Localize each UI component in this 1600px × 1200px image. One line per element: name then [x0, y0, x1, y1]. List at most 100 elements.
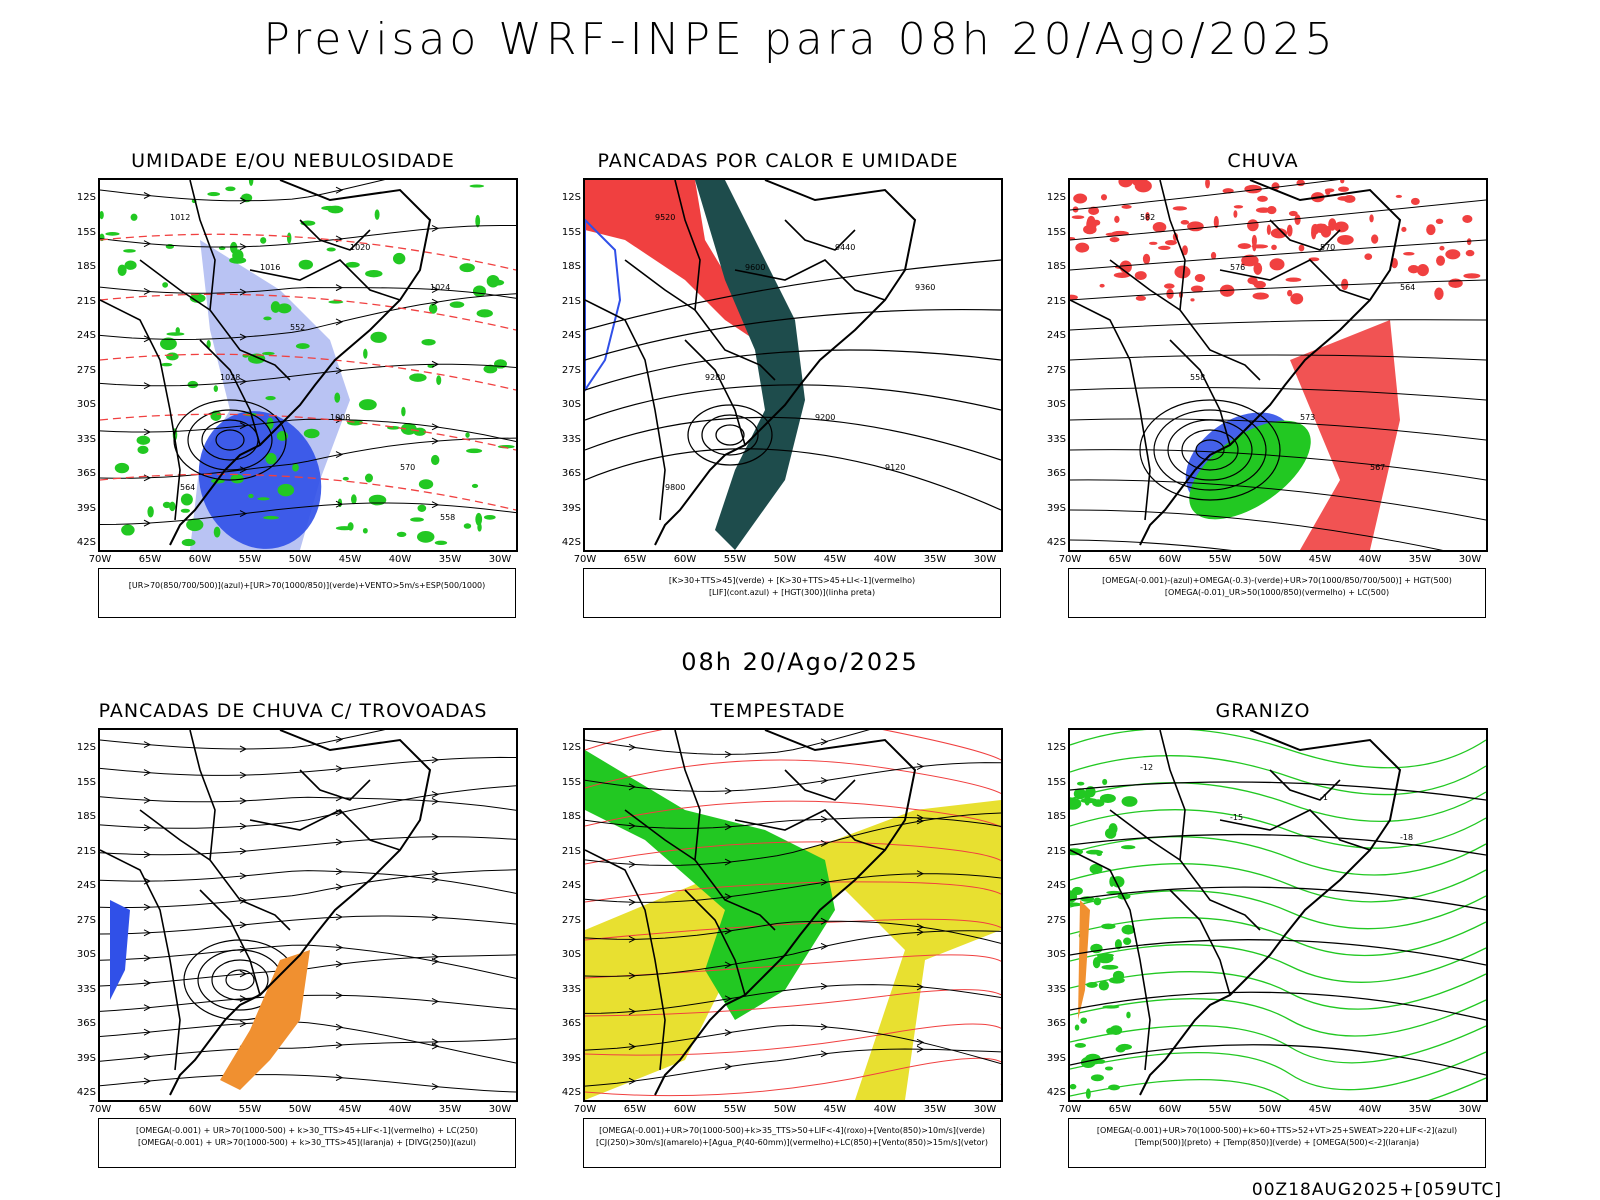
contour-label: 1012 — [170, 213, 190, 222]
lat-tick-label: 27S — [76, 914, 96, 926]
lon-tick-label: 55W — [723, 554, 747, 565]
lat-tick-label: 42S — [561, 1087, 581, 1098]
lat-tick-label: 36S — [561, 468, 581, 479]
lon-tick-label: 70W — [573, 1104, 597, 1115]
lat-tick-label: 12S — [76, 742, 96, 753]
contour-label: 558 — [440, 513, 455, 522]
lat-tick-label: 30S — [76, 949, 96, 960]
lat-tick-label: 33S — [1046, 983, 1066, 995]
contour-label: 558 — [1190, 373, 1205, 382]
lon-tick-label: 65W — [623, 1104, 647, 1115]
lat-tick-label: 12S — [1046, 742, 1066, 753]
lon-tick-label: 55W — [1208, 1104, 1232, 1115]
contour-label: -1 — [1320, 793, 1328, 802]
lat-tick-label: 42S — [1046, 537, 1066, 548]
lat-tick-label: 21S — [1046, 845, 1066, 857]
lat-tick-label: 39S — [76, 1052, 96, 1064]
legend-line: [K>30+TTS>45](verde) + [K>30+TTS>45+LI<-… — [668, 576, 916, 585]
panel-granizo: GRANIZO -12 -15 -1 -18 [OMEGA(-0.001)+UR>70… — [1046, 700, 1488, 1170]
main-title: Previsao WRF-INPE para 08h 20/Ago/2025 — [263, 14, 1337, 65]
lat-tick-label: 15S — [561, 226, 581, 238]
panel-legend: [OMEGA(-0.001)+UR>70(1000-500)+k>35_TTS>… — [583, 1118, 1001, 1168]
lon-tick-label: 65W — [623, 554, 647, 565]
lat-tick-label: 12S — [76, 192, 96, 203]
lon-tick-label: 65W — [1108, 554, 1132, 565]
lon-tick-label: 55W — [1208, 554, 1232, 565]
map-canvas: 1012 1016 1020 1024 1028 1008 570 564 558 552 — [100, 180, 516, 550]
lon-tick-label: 60W — [188, 554, 212, 565]
contour-label: 582 — [1140, 213, 1155, 222]
contour-label: 9520 — [655, 213, 675, 222]
lon-tick-label: 45W — [1308, 1104, 1332, 1115]
contour-label: 552 — [290, 323, 305, 332]
lat-tick-label: 24S — [76, 330, 96, 341]
map-canvas — [100, 730, 516, 1096]
lon-tick-label: 60W — [673, 1104, 697, 1115]
panel-legend: [K>30+TTS>45](verde) + [K>30+TTS>45+LI<-… — [583, 568, 1001, 618]
lat-tick-label: 15S — [561, 776, 581, 788]
contour-label: 570 — [1320, 243, 1335, 252]
map-canvas: -12 -15 -1 -18 — [1070, 730, 1486, 1100]
lon-tick-label: 55W — [238, 554, 262, 565]
lat-tick-label: 18S — [561, 811, 581, 822]
legend-line: [OMEGA(-0.001)-(azul)+OMEGA(-0.3)-(verde… — [1102, 576, 1452, 585]
lon-tick-label: 70W — [1058, 554, 1082, 565]
panel-title: PANCADAS POR CALOR E UMIDADE — [597, 150, 959, 172]
map-canvas: 582 576 570 564 558 573 567 — [1070, 180, 1486, 550]
contour-label: 576 — [1230, 263, 1245, 272]
lon-tick-label: 55W — [238, 1104, 262, 1115]
lon-tick-label: 60W — [1158, 554, 1182, 565]
lon-tick-label: 30W — [973, 554, 997, 565]
run-timestamp: 00Z18AUG2025+[059UTC] — [1251, 1180, 1502, 1200]
panel-pancadas-calor: PANCADAS POR CALOR E UMIDADE 9520 9600 944… — [561, 150, 1003, 620]
lon-tick-label: 70W — [1058, 1104, 1082, 1115]
lon-tick-label: 50W — [288, 554, 312, 565]
contour-label: 1020 — [350, 243, 370, 252]
contour-label: 9600 — [745, 263, 765, 272]
lat-tick-label: 39S — [1046, 502, 1066, 514]
lat-tick-label: 24S — [561, 330, 581, 341]
legend-line: [OMEGA(-0.001) + UR>70(1000-500) + k>30_… — [135, 1126, 479, 1135]
contour-label: 1008 — [330, 413, 350, 422]
lat-tick-label: 33S — [76, 983, 96, 995]
contour-label: 9120 — [885, 463, 905, 472]
weather-map: -12 -15 -1 -18 — [1068, 728, 1488, 1102]
lat-tick-label: 24S — [561, 880, 581, 891]
contour-label: 9280 — [705, 373, 725, 382]
lon-tick-label: 30W — [973, 1104, 997, 1115]
lon-tick-label: 60W — [1158, 1104, 1182, 1115]
panel-chuva: CHUVA 582 576 570 564 558 573 567 [OMEGA(-0.00… — [1046, 150, 1488, 620]
lon-tick-label: 35W — [923, 554, 947, 565]
lon-tick-label: 65W — [138, 1104, 162, 1115]
lat-tick-label: 42S — [76, 1087, 96, 1098]
panel-title: CHUVA — [1227, 150, 1299, 172]
lon-tick-label: 60W — [188, 1104, 212, 1115]
weather-map — [583, 728, 1003, 1102]
lat-tick-label: 12S — [561, 192, 581, 203]
lon-tick-label: 35W — [438, 554, 462, 565]
lat-tick-label: 39S — [76, 502, 96, 514]
lon-tick-label: 70W — [573, 554, 597, 565]
legend-line: [OMEGA(-0.001) + UR>70(1000-500) + k>30_… — [137, 1138, 477, 1147]
lon-tick-label: 65W — [1108, 1104, 1132, 1115]
lon-tick-label: 40W — [873, 1104, 897, 1115]
lat-tick-label: 21S — [76, 845, 96, 857]
lat-tick-label: 18S — [76, 811, 96, 822]
panel-tempestade: TEMPESTADE [OMEGA(-0.001)+UR>70(1000-500… — [561, 700, 1003, 1170]
contour-label: 567 — [1370, 463, 1385, 472]
lat-tick-label: 24S — [1046, 330, 1066, 341]
lat-tick-label: 27S — [561, 364, 581, 376]
panel-legend: [OMEGA(-0.001)+UR>70(1000-500)+k>60+TTS>… — [1068, 1118, 1486, 1168]
lat-tick-label: 12S — [561, 742, 581, 753]
lon-tick-label: 30W — [488, 1104, 512, 1115]
contour-label: 573 — [1300, 413, 1315, 422]
weather-map: 582 576 570 564 558 573 567 — [1068, 178, 1488, 552]
lon-tick-label: 40W — [1358, 554, 1382, 565]
map-canvas — [585, 730, 1001, 1100]
lon-tick-label: 40W — [388, 554, 412, 565]
lon-tick-label: 55W — [723, 1104, 747, 1115]
weather-map — [98, 728, 518, 1102]
lon-tick-label: 45W — [338, 554, 362, 565]
lat-tick-label: 18S — [1046, 811, 1066, 822]
lat-tick-label: 36S — [1046, 468, 1066, 479]
